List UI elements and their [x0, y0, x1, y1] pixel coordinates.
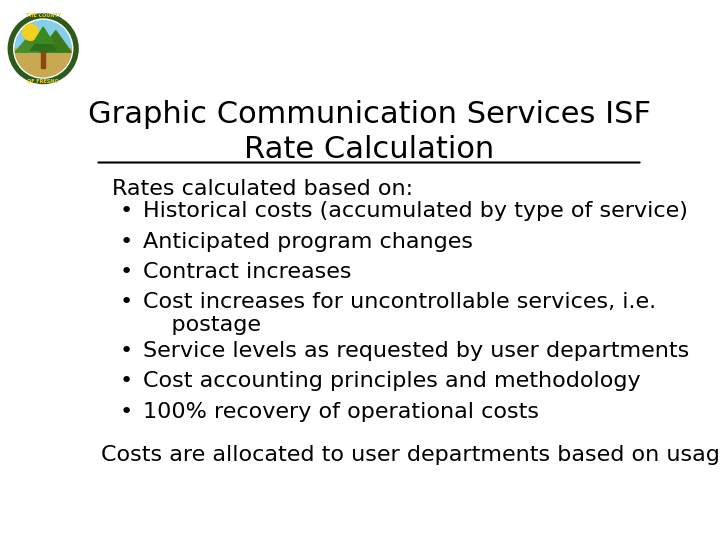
- Polygon shape: [33, 27, 53, 43]
- Polygon shape: [40, 31, 71, 52]
- Text: Rate Calculation: Rate Calculation: [244, 136, 494, 165]
- Text: Cost accounting principles and methodology: Cost accounting principles and methodolo…: [143, 371, 641, 391]
- Text: •: •: [120, 201, 133, 221]
- Circle shape: [9, 14, 78, 84]
- Text: Graphic Communication Services ISF: Graphic Communication Services ISF: [88, 100, 650, 129]
- Text: Anticipated program changes: Anticipated program changes: [143, 232, 473, 252]
- Text: THE COUNTY: THE COUNTY: [25, 14, 61, 18]
- Circle shape: [14, 19, 73, 78]
- Circle shape: [15, 21, 71, 77]
- Polygon shape: [41, 49, 45, 69]
- Text: •: •: [120, 262, 133, 282]
- Text: OF FRESNO: OF FRESNO: [27, 79, 59, 84]
- Text: •: •: [120, 371, 133, 391]
- Text: •: •: [120, 292, 133, 312]
- Text: •: •: [120, 232, 133, 252]
- Polygon shape: [30, 33, 56, 50]
- Wedge shape: [15, 49, 71, 77]
- Circle shape: [23, 24, 39, 40]
- Text: Cost increases for uncontrollable services, i.e.
    postage: Cost increases for uncontrollable servic…: [143, 292, 656, 335]
- Polygon shape: [15, 32, 50, 52]
- Text: Rates calculated based on:: Rates calculated based on:: [112, 179, 413, 199]
- Text: Contract increases: Contract increases: [143, 262, 351, 282]
- Text: •: •: [120, 341, 133, 361]
- Text: Service levels as requested by user departments: Service levels as requested by user depa…: [143, 341, 689, 361]
- Text: Costs are allocated to user departments based on usage: Costs are allocated to user departments …: [101, 445, 720, 465]
- Text: •: •: [120, 402, 133, 422]
- Text: Historical costs (accumulated by type of service): Historical costs (accumulated by type of…: [143, 201, 688, 221]
- Text: 100% recovery of operational costs: 100% recovery of operational costs: [143, 402, 539, 422]
